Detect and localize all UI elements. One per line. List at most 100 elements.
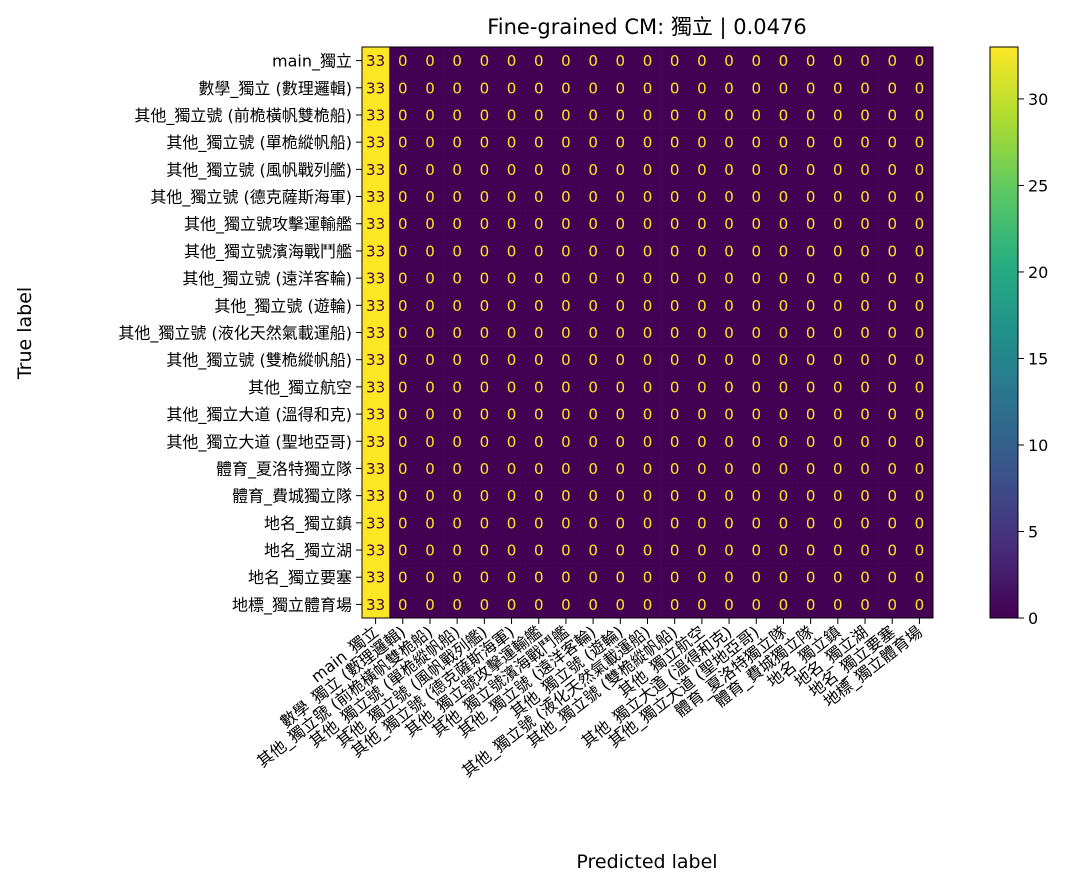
cell-value: 0 xyxy=(507,433,517,451)
cell-value: 0 xyxy=(561,324,571,342)
matrix-cell xyxy=(661,182,689,211)
cell-value: 0 xyxy=(398,161,408,179)
cell-value: 0 xyxy=(398,52,408,70)
cell-value: 0 xyxy=(616,161,626,179)
matrix-cell xyxy=(606,237,635,265)
matrix-cell xyxy=(633,237,662,265)
cell-value: 0 xyxy=(670,514,680,532)
cell-value: 0 xyxy=(588,460,598,478)
colorbar-tick-label: 5 xyxy=(1028,522,1038,541)
matrix-cell xyxy=(688,400,716,428)
cell-value: 0 xyxy=(833,460,843,478)
y-tick-label: 其他_獨立大道 (聖地亞哥) xyxy=(166,432,352,452)
matrix-cell xyxy=(797,590,825,619)
cell-value: 0 xyxy=(561,596,571,614)
matrix-cell xyxy=(497,563,526,592)
y-tick-label: 其他_獨立號 (單桅縱帆船) xyxy=(166,133,352,153)
matrix-cell xyxy=(525,210,553,238)
cell-value: 0 xyxy=(806,297,816,315)
cell-value: 0 xyxy=(697,134,707,152)
cell-value: 0 xyxy=(425,52,435,70)
cell-value: 0 xyxy=(398,378,408,396)
matrix-cell xyxy=(905,155,934,184)
cell-value: 0 xyxy=(588,52,598,70)
cell-value: 0 xyxy=(534,406,544,424)
matrix-cell xyxy=(661,47,689,75)
cell-value: 0 xyxy=(643,487,653,505)
cell-value: 0 xyxy=(398,79,408,97)
cell-value: 0 xyxy=(779,188,789,206)
matrix-cell xyxy=(606,482,635,510)
matrix-cell xyxy=(633,264,662,293)
matrix-cell xyxy=(715,155,743,184)
matrix-cell xyxy=(362,563,390,592)
cell-value: 0 xyxy=(887,242,897,260)
matrix-cell xyxy=(470,373,499,401)
matrix-cell xyxy=(797,128,825,157)
matrix-cell xyxy=(552,291,580,320)
matrix-cell xyxy=(443,291,472,320)
cell-value: 0 xyxy=(806,52,816,70)
cell-value: 33 xyxy=(366,433,385,451)
cell-value: 0 xyxy=(425,106,435,124)
cell-value: 0 xyxy=(534,106,544,124)
matrix-cell xyxy=(661,590,689,619)
cell-value: 0 xyxy=(697,487,707,505)
matrix-cell xyxy=(769,155,798,184)
cell-value: 0 xyxy=(697,161,707,179)
cell-value: 0 xyxy=(724,378,734,396)
cell-value: 0 xyxy=(860,134,870,152)
cell-value: 0 xyxy=(507,52,517,70)
cell-value: 0 xyxy=(480,161,490,179)
cell-value: 0 xyxy=(643,433,653,451)
cell-value: 33 xyxy=(366,52,385,70)
matrix-cell xyxy=(633,509,662,537)
cell-value: 0 xyxy=(425,406,435,424)
cell-value: 0 xyxy=(860,351,870,369)
cell-value: 0 xyxy=(724,52,734,70)
matrix-cell xyxy=(633,482,662,510)
cell-value: 0 xyxy=(561,351,571,369)
cell-value: 0 xyxy=(534,52,544,70)
matrix-cell xyxy=(688,128,716,157)
matrix-cell xyxy=(878,427,907,456)
matrix-cell xyxy=(497,47,526,75)
cell-value: 0 xyxy=(588,215,598,233)
matrix-cell xyxy=(715,237,743,265)
cell-value: 0 xyxy=(425,433,435,451)
matrix-cell xyxy=(552,47,580,75)
matrix-cell xyxy=(905,509,934,537)
cell-value: 0 xyxy=(806,188,816,206)
cell-value: 0 xyxy=(616,460,626,478)
cell-value: 0 xyxy=(534,270,544,288)
cell-value: 0 xyxy=(915,542,925,560)
cell-value: 0 xyxy=(643,188,653,206)
cell-value: 0 xyxy=(751,487,761,505)
matrix-cell xyxy=(661,291,689,320)
cell-value: 0 xyxy=(887,52,897,70)
cell-value: 0 xyxy=(398,215,408,233)
matrix-cell xyxy=(905,454,934,483)
matrix-cell xyxy=(824,291,852,320)
cell-value: 0 xyxy=(588,297,598,315)
matrix-cell xyxy=(389,155,417,184)
matrix-cell xyxy=(606,128,635,157)
cell-value: 0 xyxy=(588,242,598,260)
cell-value: 0 xyxy=(860,297,870,315)
cell-value: 0 xyxy=(588,596,598,614)
cell-value: 0 xyxy=(724,270,734,288)
matrix-cell xyxy=(688,482,716,510)
matrix-cell xyxy=(905,346,934,374)
cell-value: 0 xyxy=(588,270,598,288)
matrix-cell xyxy=(389,291,417,320)
cell-value: 0 xyxy=(697,378,707,396)
chart-title: Fine-grained CM: 獨立 | 0.0476 xyxy=(487,15,807,40)
cell-value: 0 xyxy=(751,569,761,587)
matrix-cell xyxy=(905,318,934,347)
y-tick-label: 其他_獨立號攻擊運輸艦 xyxy=(184,215,352,235)
matrix-cell xyxy=(497,373,526,401)
matrix-cell xyxy=(470,47,499,75)
matrix-cell xyxy=(769,427,798,456)
cell-value: 0 xyxy=(643,351,653,369)
cell-value: 0 xyxy=(806,460,816,478)
